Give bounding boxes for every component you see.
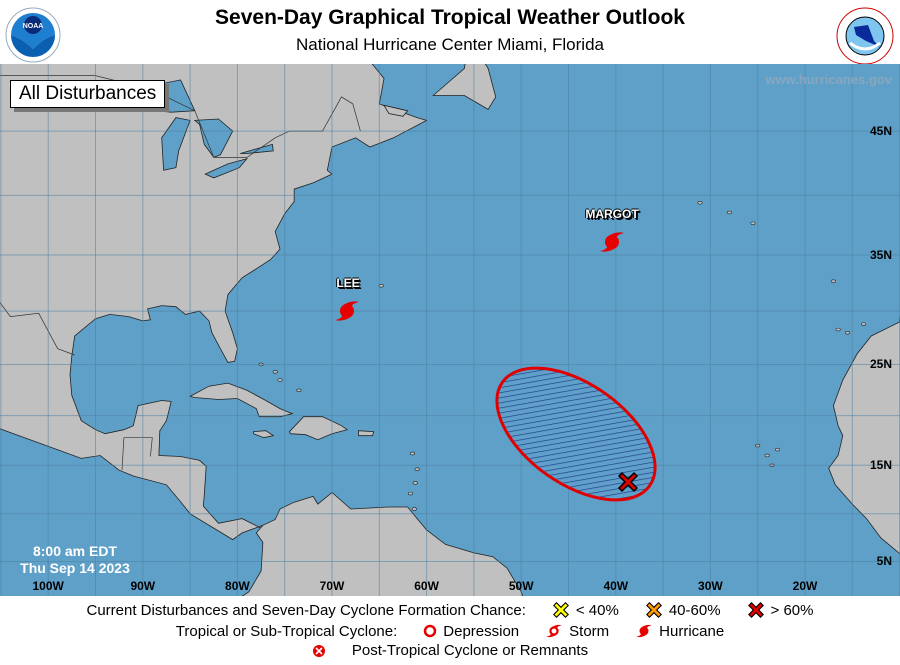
storm-label-lee: LEE bbox=[336, 276, 360, 290]
jamaica bbox=[253, 430, 275, 439]
legend-formation-heading: Current Disturbances and Seven-Day Cyclo… bbox=[86, 601, 526, 619]
storm-icon bbox=[546, 624, 562, 638]
longitude-label: 60W bbox=[414, 579, 439, 593]
legend-low: < 40% bbox=[575, 601, 619, 619]
legend-post-tropical: Post-Tropical Cyclone or Remnants bbox=[351, 642, 589, 659]
issue-date: Thu Sep 14 2023 bbox=[20, 560, 130, 576]
mexico-guatemala-border bbox=[121, 437, 153, 471]
island bbox=[408, 491, 414, 496]
longitude-label: 20W bbox=[792, 579, 818, 593]
orange-x-icon bbox=[645, 602, 662, 618]
latitude-label: 35N bbox=[869, 248, 892, 262]
longitude-label: 80W bbox=[225, 579, 250, 593]
disturbance-area[interactable] bbox=[474, 341, 679, 526]
island bbox=[764, 453, 770, 458]
yellow-x-icon bbox=[552, 602, 569, 618]
nws-logo bbox=[836, 7, 894, 65]
latitude-label: 15N bbox=[869, 458, 892, 473]
lake-huron bbox=[193, 118, 234, 158]
map bbox=[0, 64, 900, 596]
puerto-rico bbox=[358, 430, 375, 437]
depression-icon bbox=[424, 624, 437, 638]
island bbox=[775, 447, 781, 452]
legend-cyclone-heading: Tropical or Sub-Tropical Cyclone: bbox=[175, 622, 398, 640]
south-america bbox=[241, 491, 524, 596]
newfoundland bbox=[432, 64, 497, 110]
longitude-label: 50W bbox=[508, 579, 534, 593]
legend-medium: 40-60% bbox=[668, 601, 721, 619]
hurricane-icon bbox=[636, 624, 652, 638]
legend-depression: Depression bbox=[443, 622, 520, 640]
longitude-label: 100W bbox=[32, 579, 64, 593]
island bbox=[272, 370, 278, 374]
island bbox=[414, 467, 420, 471]
legend-cyclone-row: Tropical or Sub-Tropical Cyclone: Depres… bbox=[0, 622, 900, 640]
island bbox=[411, 507, 417, 511]
africa bbox=[828, 315, 900, 555]
longitude-label: 90W bbox=[130, 579, 156, 593]
island bbox=[409, 451, 415, 456]
red-x-icon bbox=[747, 602, 764, 618]
longitude-label: 30W bbox=[698, 579, 723, 593]
island bbox=[412, 481, 418, 485]
lake-erie bbox=[204, 157, 249, 179]
island bbox=[277, 378, 283, 382]
longitude-label: 40W bbox=[603, 579, 629, 593]
island bbox=[750, 221, 756, 225]
island bbox=[726, 210, 732, 215]
noaa-logo: NOAA bbox=[5, 7, 61, 63]
legend-storm: Storm bbox=[569, 622, 610, 640]
storm-label-margot: MARGOT bbox=[585, 207, 639, 221]
latitude-label: 45N bbox=[869, 124, 892, 139]
prince-edward-island bbox=[383, 104, 409, 117]
issue-time: 8:00 am EDT bbox=[32, 543, 118, 559]
disturbance-marker-high-x-icon[interactable] bbox=[617, 471, 639, 493]
post-tropical-icon bbox=[312, 644, 325, 657]
legend-high: > 60% bbox=[770, 601, 814, 619]
legend-hurricane: Hurricane bbox=[659, 622, 725, 640]
island bbox=[830, 279, 836, 283]
legend-post-tropical-row: Post-Tropical Cyclone or Remnants bbox=[0, 642, 900, 659]
legend-formation-row: Current Disturbances and Seven-Day Cyclo… bbox=[0, 601, 900, 619]
hispaniola bbox=[288, 416, 349, 441]
svg-text:NOAA: NOAA bbox=[23, 23, 44, 30]
island bbox=[861, 322, 867, 326]
island bbox=[845, 331, 851, 335]
website-watermark: www.hurricanes.gov bbox=[765, 72, 892, 87]
page-title: Seven-Day Graphical Tropical Weather Out… bbox=[215, 6, 685, 29]
island bbox=[697, 201, 703, 205]
latitude-label: 25N bbox=[869, 357, 892, 372]
view-selector[interactable]: All Disturbances bbox=[10, 80, 166, 108]
us-mexico-border bbox=[0, 302, 75, 356]
island bbox=[296, 388, 302, 393]
page-subtitle: National Hurricane Center Miami, Florida bbox=[295, 35, 604, 54]
island bbox=[835, 327, 841, 332]
graticule bbox=[0, 64, 900, 596]
longitude-label: 70W bbox=[319, 579, 345, 593]
latitude-label: 5N bbox=[876, 554, 892, 569]
